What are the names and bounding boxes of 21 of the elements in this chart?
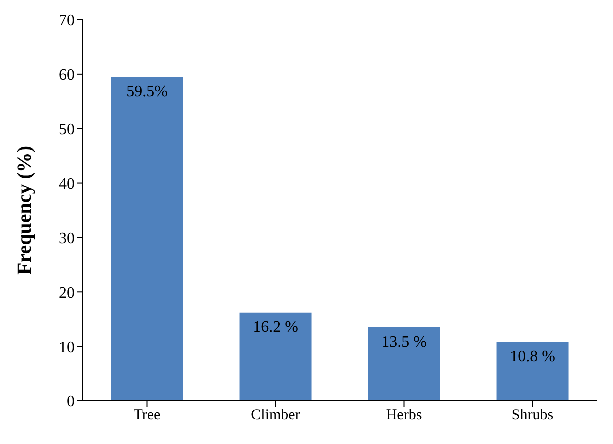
data-label: 13.5 % — [382, 334, 427, 351]
y-tick-label: 10 — [59, 339, 75, 356]
y-tick-label: 60 — [59, 67, 75, 84]
y-axis-title: Frequency (%) — [14, 146, 36, 276]
data-label: 10.8 % — [510, 348, 556, 366]
x-tick-label: Tree — [134, 408, 162, 424]
bar — [496, 342, 569, 401]
bar — [368, 328, 440, 401]
x-tick-label: Climber — [251, 408, 300, 424]
y-tick-label: 30 — [59, 230, 75, 248]
y-tick-label: 0 — [67, 394, 75, 411]
bar — [111, 77, 184, 401]
bar — [240, 312, 312, 401]
y-tick-label: 70 — [59, 12, 75, 30]
y-tick-label: 40 — [59, 176, 75, 193]
data-label: 59.5% — [126, 84, 168, 101]
y-tick-label: 20 — [59, 284, 75, 302]
y-tick-label: 50 — [59, 122, 75, 139]
x-tick-label: Herbs — [386, 408, 422, 424]
x-tick-label: Shrubs — [512, 408, 554, 424]
data-label: 16.2 % — [253, 319, 298, 336]
